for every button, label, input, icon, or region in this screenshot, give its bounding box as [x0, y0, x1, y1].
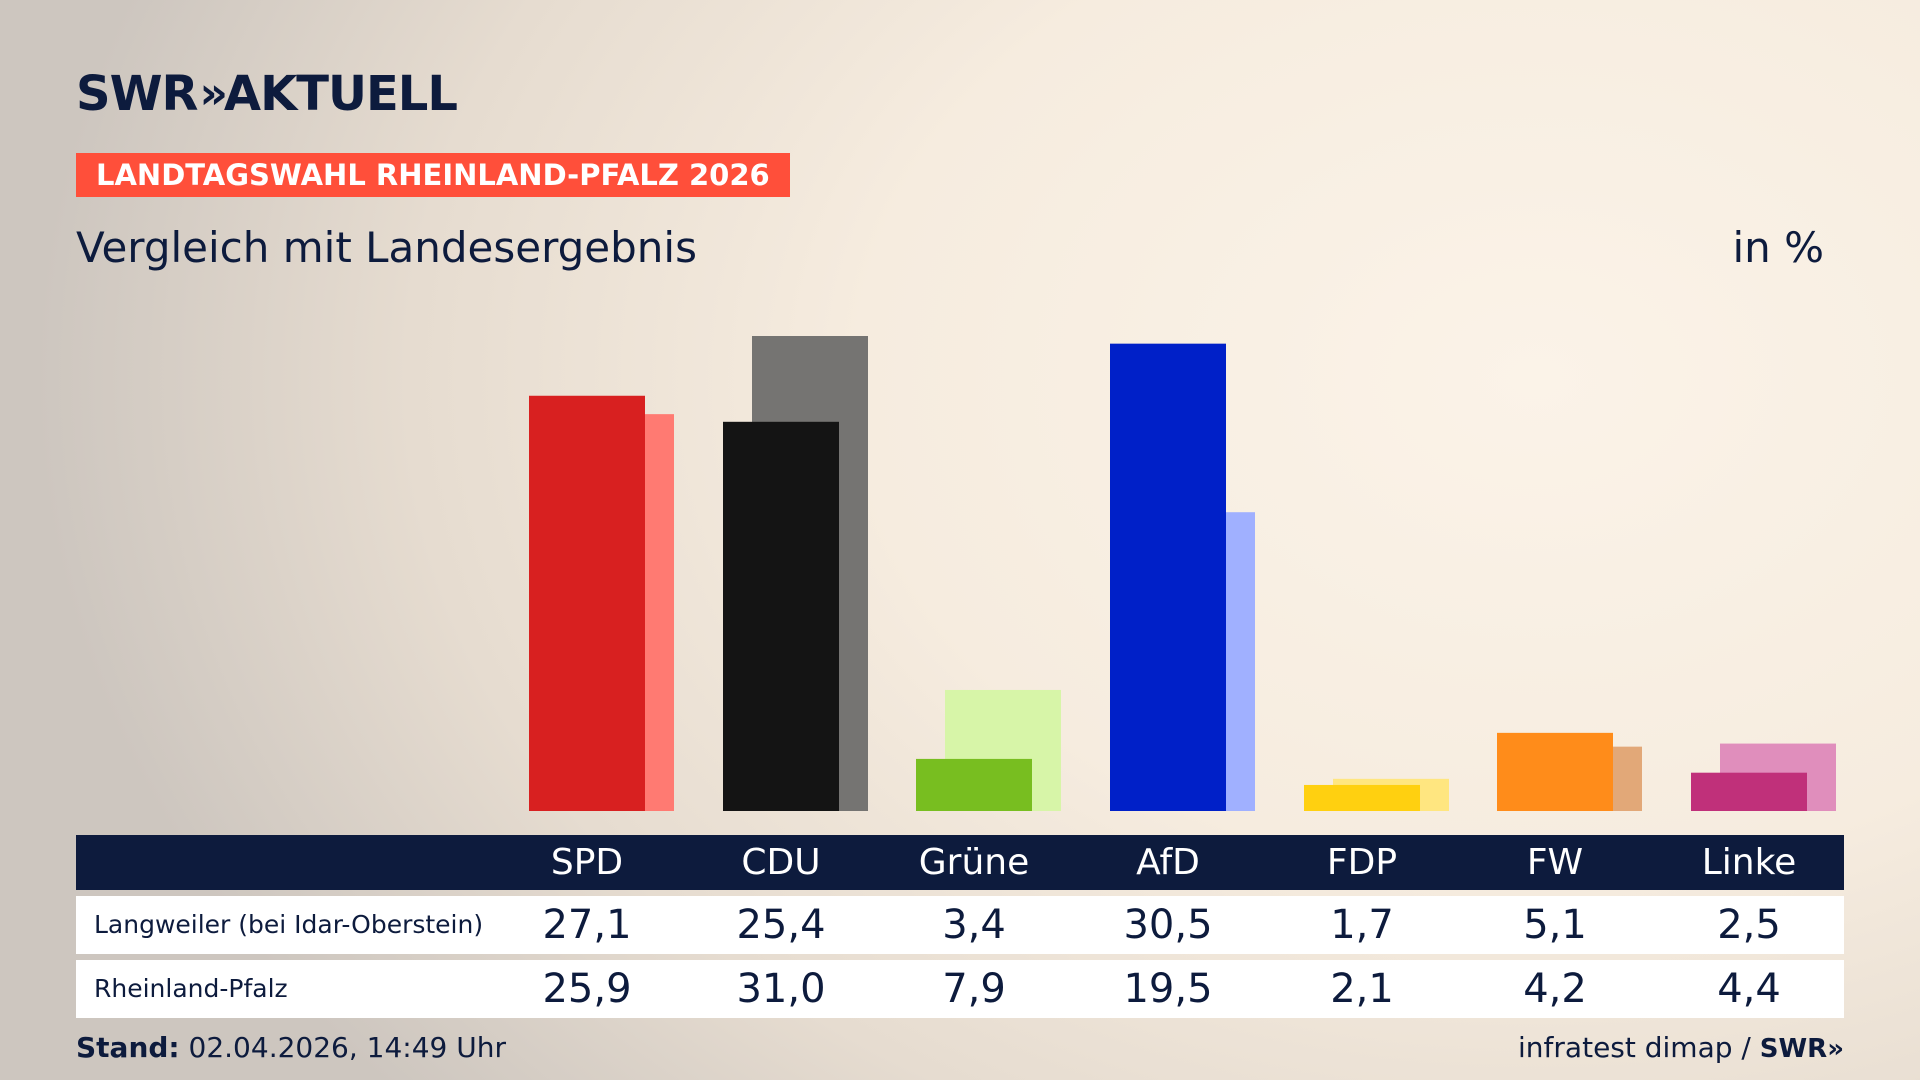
value-state-fw: 4,2	[1523, 966, 1587, 1012]
value-state-linke: 4,4	[1717, 966, 1781, 1012]
stand-value: 02.04.2026, 14:49 Uhr	[188, 1031, 506, 1064]
logo-swr: SWR	[76, 66, 198, 122]
value-state-cdu: 31,0	[736, 966, 826, 1012]
table-row-state: Rheinland-Pfalz 25,9 31,0 7,9 19,5 2,1 4,2 4,4	[76, 960, 1844, 1018]
value-local-spd: 27,1	[542, 902, 632, 948]
stand-label: Stand:	[76, 1031, 180, 1064]
row-label-local: Langweiler (bei Idar-Oberstein)	[94, 910, 484, 939]
chart-subtitle: Vergleich mit Landesergebnis	[76, 223, 697, 272]
header-cdu: CDU	[741, 842, 821, 883]
bar-local-grne	[916, 758, 1032, 811]
logo-aktuell: AKTUELL	[223, 66, 458, 122]
bar-local-spd	[529, 395, 645, 811]
footer-stand: Stand: 02.04.2026, 14:49 Uhr	[76, 1030, 506, 1066]
bar-local-fdp	[1304, 784, 1420, 811]
value-local-afd: 30,5	[1123, 902, 1213, 948]
value-local-fdp: 1,7	[1330, 902, 1394, 948]
row-label-state: Rheinland-Pfalz	[94, 974, 288, 1003]
bar-local-cdu	[723, 421, 839, 811]
header-afd: AfD	[1136, 842, 1200, 883]
unit-label: in %	[1732, 223, 1824, 272]
value-state-fdp: 2,1	[1330, 966, 1394, 1012]
bar-local-afd	[1110, 343, 1226, 811]
value-local-grne: 3,4	[942, 902, 1006, 948]
header-linke: Linke	[1701, 842, 1797, 883]
table-header: SPD CDU Grüne AfD FDP FW Linke	[76, 835, 1844, 890]
table-row-local: Langweiler (bei Idar-Oberstein) 27,1 25,4…	[76, 896, 1844, 954]
footer-source: infratest dimap / SWR»	[1518, 1030, 1844, 1067]
bar-chart	[529, 336, 1836, 811]
header-fw: FW	[1526, 842, 1584, 883]
header-grne: Grüne	[918, 842, 1030, 883]
bar-local-fw	[1497, 732, 1613, 811]
header-fdp: FDP	[1326, 842, 1398, 883]
value-state-grne: 7,9	[942, 966, 1006, 1012]
header-spd: SPD	[550, 842, 624, 883]
election-tag: LANDTAGSWAHL RHEINLAND-PFALZ 2026	[76, 153, 790, 197]
swr-aktuell-logo: SWR » AKTUELL	[76, 66, 458, 122]
source-label: infratest dimap /	[1518, 1031, 1751, 1064]
source-brand: SWR»	[1759, 1034, 1844, 1064]
bar-local-linke	[1691, 772, 1807, 811]
results-table: SPD CDU Grüne AfD FDP FW Linke Langweiler (bei…	[76, 835, 1844, 1018]
value-local-fw: 5,1	[1523, 902, 1587, 948]
value-state-spd: 25,9	[542, 966, 632, 1012]
value-local-cdu: 25,4	[736, 902, 826, 948]
value-local-linke: 2,5	[1717, 902, 1781, 948]
value-state-afd: 19,5	[1123, 966, 1213, 1012]
